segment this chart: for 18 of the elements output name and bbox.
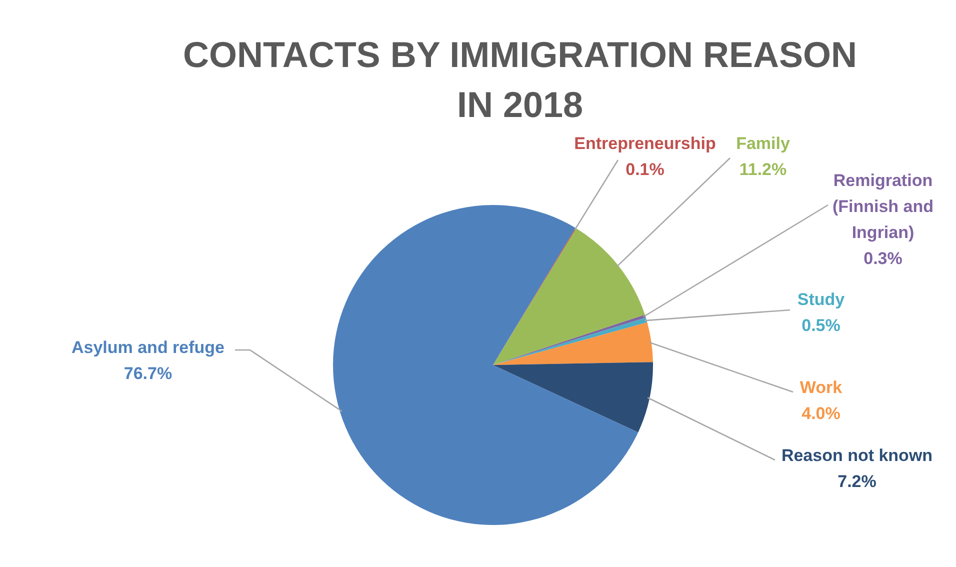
pie-slice <box>333 205 638 525</box>
data-label: 0.3% <box>864 249 902 268</box>
data-label: 4.0% <box>802 404 840 423</box>
slice-label: Family <box>736 134 790 153</box>
slice-label: Entrepreneurship <box>574 134 716 153</box>
slice-label: Study <box>797 290 846 309</box>
slice-label: Reason not known <box>781 446 933 465</box>
data-label: 0.5% <box>802 316 840 335</box>
data-label: 76.7% <box>124 364 172 383</box>
data-label: 0.1% <box>626 160 664 179</box>
slice-label: Work <box>800 378 843 397</box>
pie-slice <box>493 362 653 432</box>
data-label: 11.2% <box>739 160 787 179</box>
slice-label: Asylum and refuge <box>71 338 225 357</box>
slice-label: Remigration (Finnish and Ingrian) <box>832 171 934 242</box>
chart-title: CONTACTS BY IMMIGRATION REASON IN 2018 <box>182 33 858 127</box>
data-label: 7.2% <box>838 472 876 491</box>
pie-slice <box>493 228 645 365</box>
